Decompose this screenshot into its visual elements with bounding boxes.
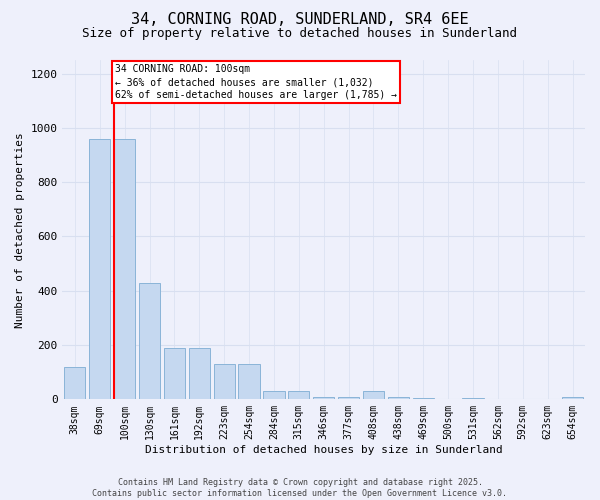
Bar bbox=[114, 138, 135, 400]
Bar bbox=[463, 398, 484, 400]
Bar bbox=[288, 391, 310, 400]
Bar bbox=[189, 348, 210, 400]
Bar bbox=[363, 391, 384, 400]
Bar bbox=[313, 396, 334, 400]
Text: 34 CORNING ROAD: 100sqm
← 36% of detached houses are smaller (1,032)
62% of semi: 34 CORNING ROAD: 100sqm ← 36% of detache… bbox=[115, 64, 397, 100]
Text: 34, CORNING ROAD, SUNDERLAND, SR4 6EE: 34, CORNING ROAD, SUNDERLAND, SR4 6EE bbox=[131, 12, 469, 28]
Bar bbox=[214, 364, 235, 400]
Bar bbox=[64, 367, 85, 400]
Bar bbox=[413, 398, 434, 400]
Bar bbox=[139, 282, 160, 400]
Bar bbox=[263, 391, 284, 400]
Text: Contains HM Land Registry data © Crown copyright and database right 2025.
Contai: Contains HM Land Registry data © Crown c… bbox=[92, 478, 508, 498]
Bar bbox=[562, 396, 583, 400]
Text: Size of property relative to detached houses in Sunderland: Size of property relative to detached ho… bbox=[83, 28, 517, 40]
Bar bbox=[89, 138, 110, 400]
Y-axis label: Number of detached properties: Number of detached properties bbox=[15, 132, 25, 328]
Bar bbox=[338, 396, 359, 400]
Bar bbox=[164, 348, 185, 400]
Bar bbox=[238, 364, 260, 400]
Bar bbox=[388, 396, 409, 400]
X-axis label: Distribution of detached houses by size in Sunderland: Distribution of detached houses by size … bbox=[145, 445, 503, 455]
